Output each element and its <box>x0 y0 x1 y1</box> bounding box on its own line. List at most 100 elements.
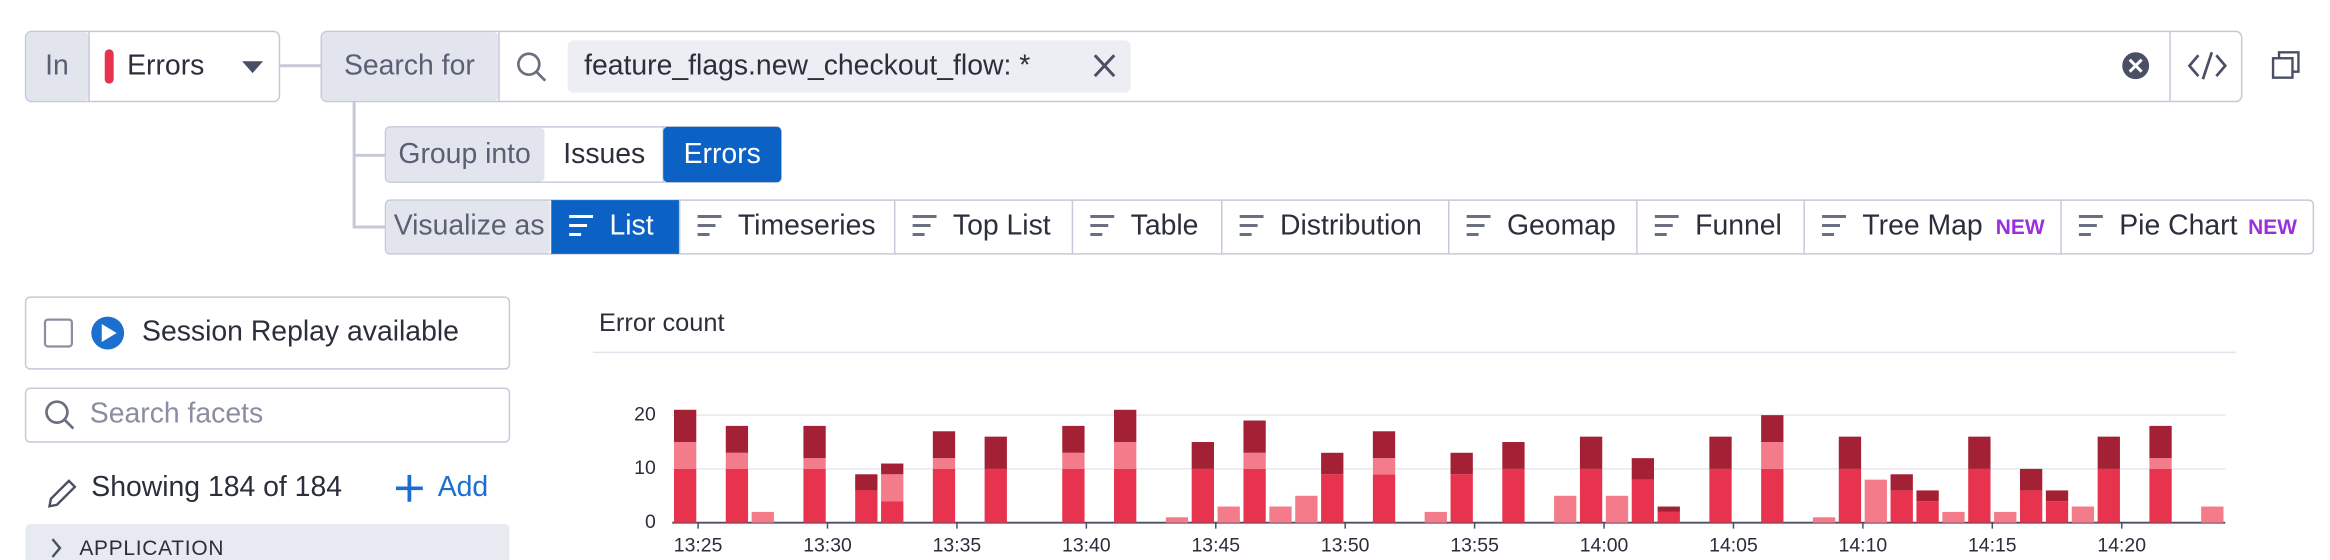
x-tick-label: 13:25 <box>674 535 723 557</box>
new-badge: NEW <box>1996 216 2045 239</box>
chart-title: Error count <box>599 309 725 337</box>
session-replay-filter[interactable]: Session Replay available <box>24 296 511 370</box>
bar-segment <box>1450 452 1473 475</box>
bar-segment <box>855 474 878 491</box>
bar-segment <box>1916 501 1939 523</box>
bar-segment <box>881 474 904 502</box>
bar-segment <box>2149 425 2172 459</box>
bar-segment <box>1994 511 2017 523</box>
bar-segment <box>2071 506 2095 523</box>
x-tick-label: 14:15 <box>1968 535 2017 557</box>
bar-segment <box>1812 517 1836 523</box>
facet-section-title: APPLICATION <box>79 537 224 560</box>
visualize-icon <box>1822 215 1846 236</box>
y-tick-label: 0 <box>645 511 656 533</box>
bar-segment <box>1761 442 1784 469</box>
bar-segment <box>1062 425 1085 453</box>
visualize-option[interactable]: Distribution <box>1280 209 1422 241</box>
bar-segment <box>1243 468 1266 523</box>
group-option[interactable]: Issues <box>563 138 645 170</box>
bar-segment <box>1243 420 1266 453</box>
bar-segment <box>1761 415 1784 443</box>
bar-segment <box>1579 468 1603 523</box>
visualize-option[interactable]: Pie Chart <box>2119 209 2237 241</box>
bar-segment <box>2149 468 2172 523</box>
visualize-option[interactable]: List <box>609 209 653 241</box>
search-query[interactable]: feature_flags.new_checkout_flow: * <box>584 50 1030 82</box>
visualize-icon <box>2078 215 2103 236</box>
bar-segment <box>673 409 697 443</box>
group-into: Group into Issues Errors <box>384 126 782 183</box>
bar-segment <box>725 468 749 523</box>
x-tick-label: 13:30 <box>803 535 852 557</box>
bar-segment <box>881 463 904 475</box>
bar-segment <box>1372 474 1396 523</box>
scope-value[interactable]: Errors <box>127 50 204 82</box>
bar-segment <box>932 468 956 523</box>
y-tick-label: 20 <box>634 403 656 425</box>
x-tick-label: 13:35 <box>933 535 982 557</box>
visualize-option[interactable]: Funnel <box>1695 209 1782 241</box>
bar-segment <box>1321 452 1344 475</box>
visualize-option[interactable]: Timeseries <box>738 209 876 241</box>
bar-segment <box>1372 458 1396 475</box>
scope-selector[interactable]: In Errors <box>24 30 281 103</box>
bar-segment <box>1657 506 1680 512</box>
group-option-selected <box>663 126 782 183</box>
bar-segment <box>1890 474 1913 491</box>
group-option[interactable]: Errors <box>684 138 761 170</box>
x-tick-label: 14:05 <box>1709 535 1758 557</box>
visualize-option[interactable]: Top List <box>953 209 1051 241</box>
bar-segment <box>1942 511 1965 523</box>
x-tick-label: 14:00 <box>1580 535 1629 557</box>
add-facet[interactable]: Add <box>395 471 488 503</box>
visualize-option[interactable]: Table <box>1131 209 1199 241</box>
bar-segment <box>1191 468 1214 523</box>
visualize-label: Visualize as <box>394 209 545 241</box>
bar-segment <box>1838 436 1862 469</box>
bar-segment <box>803 425 826 459</box>
bar-segment <box>1321 474 1344 523</box>
x-tick-label: 13:50 <box>1321 535 1370 557</box>
bar-segment <box>2201 506 2224 523</box>
visualize-icon <box>697 215 722 236</box>
bar-segment <box>984 436 1007 469</box>
bar-segment <box>1165 517 1189 523</box>
bar-segment <box>2045 501 2069 523</box>
bar-segment <box>932 458 956 469</box>
scope-label: In <box>45 50 69 82</box>
copy-icon[interactable] <box>2271 51 2300 79</box>
bar-segment <box>1709 436 1732 469</box>
session-replay-label: Session Replay available <box>142 316 459 348</box>
bar-segment <box>2045 490 2069 502</box>
bar-segment <box>725 452 749 469</box>
bar-segment <box>1062 468 1085 523</box>
bar-segment <box>1605 495 1629 523</box>
visualize-icon <box>912 215 937 236</box>
bar-segment <box>881 501 904 523</box>
search-label: Search for <box>344 50 475 82</box>
bar-segment <box>673 442 697 469</box>
bar-segment <box>1968 468 1991 523</box>
bar-segment <box>1424 511 1447 523</box>
new-badge: NEW <box>2248 216 2297 239</box>
visualize-icon <box>1654 215 1679 236</box>
showing-count: Showing 184 of 184 <box>91 471 342 503</box>
bar-segment <box>1968 436 1991 469</box>
visualize-option[interactable]: Geomap <box>1507 209 1616 241</box>
bar-segment <box>1269 506 1292 523</box>
y-tick-label: 10 <box>634 457 656 479</box>
facet-section[interactable]: APPLICATION <box>25 524 510 560</box>
facet-search[interactable]: Search facets <box>24 387 511 443</box>
bar-segment <box>2019 490 2043 523</box>
search-bar[interactable]: Search for feature_flags.new_checkout_fl… <box>320 30 2243 103</box>
visualize-option[interactable]: Tree Map <box>1862 209 1982 241</box>
visualize-icon <box>1466 215 1491 236</box>
bar-segment <box>673 468 697 523</box>
bar-segment <box>1864 479 1887 523</box>
add-label[interactable]: Add <box>438 471 488 503</box>
bar-segment <box>1502 468 1525 523</box>
x-tick-label: 13:40 <box>1062 535 1111 557</box>
bar-segment <box>751 511 774 523</box>
